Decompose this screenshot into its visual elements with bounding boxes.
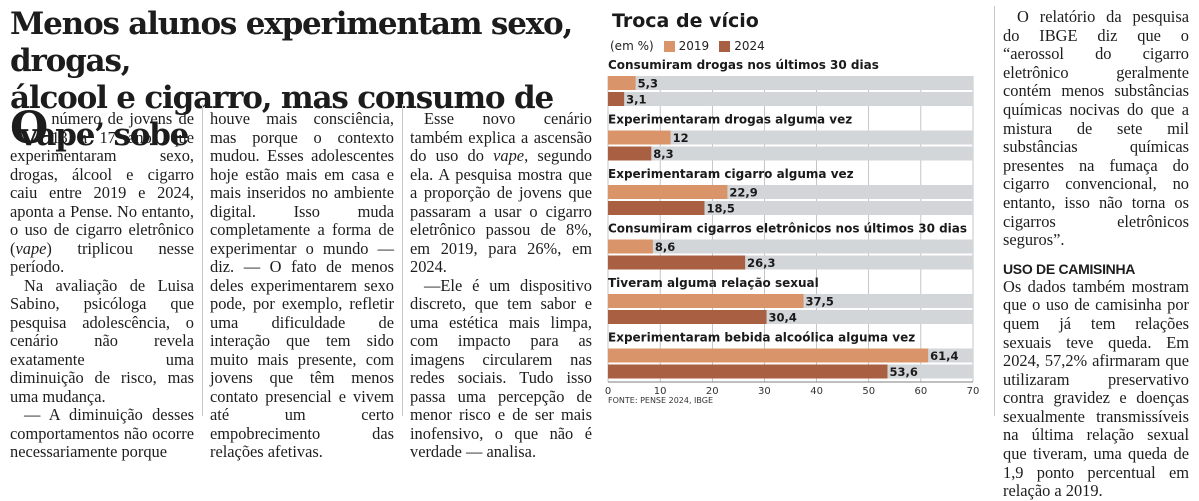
column-rule	[402, 104, 403, 416]
data-label: 8,6	[655, 240, 675, 254]
data-label: 37,5	[806, 295, 834, 309]
legend-label-2024: 2024	[734, 39, 765, 53]
column-rule	[202, 104, 203, 416]
article-paragraph: houve mais consciência, mas porque o con…	[210, 109, 394, 461]
bar-2019	[608, 239, 653, 254]
chart-legend: (em %) 2019 2024	[610, 39, 765, 53]
sidebar-paragraph: Os dados também mostram que o uso de cam…	[1003, 276, 1189, 501]
sidebar-column: O relatório da pesquisa do IBGE diz que …	[1003, 7, 1189, 501]
article-paragraph: —Ele é um dispositivo discreto, que tem …	[410, 275, 592, 461]
bar-track	[608, 239, 973, 254]
data-label: 26,3	[747, 256, 775, 270]
bar-track	[608, 130, 973, 145]
x-tick-label: 40	[810, 386, 823, 397]
legend-swatch-2019	[663, 40, 675, 52]
data-label: 22,9	[729, 186, 757, 200]
bar-2019	[608, 294, 804, 308]
bar-2019	[608, 348, 929, 363]
bar-2019	[608, 130, 671, 145]
sidebar-heading: USO DE CAMISINHA	[1003, 260, 1136, 277]
bar-2024	[608, 146, 652, 161]
unit-label: (em %)	[610, 39, 654, 53]
bar-2024	[608, 92, 625, 106]
category-label: Experimentaram cigarro alguma vez	[608, 167, 854, 181]
legend-label-2019: 2019	[678, 39, 710, 53]
x-tick-label: 30	[758, 386, 771, 397]
chart-source: FONTE: PENSE 2024, IBGE	[608, 396, 714, 405]
bar-chart: Consumiram drogas nos últimos 30 dias 5,3…	[605, 58, 980, 397]
bar-2024	[608, 364, 888, 379]
x-tick-label: 0	[605, 386, 611, 397]
category-label: Experimentaram bebida alcoólica alguma v…	[608, 331, 915, 345]
drop-cap: O	[10, 103, 49, 154]
article-column-2: houve mais consciência, mas porque o con…	[210, 109, 394, 462]
x-tick-label: 50	[862, 386, 875, 397]
data-label: 30,4	[769, 311, 797, 325]
bar-2024	[608, 310, 767, 324]
bar-2019	[608, 185, 728, 199]
category-label: Experimentaram drogas alguma vez	[608, 113, 852, 127]
sidebar-paragraph: O relatório da pesquisa do IBGE diz que …	[1003, 7, 1189, 250]
category-label: Consumiram drogas nos últimos 30 dias	[608, 58, 879, 72]
headline-line-2: álcool e cigarro, mas consumo de ‘vape’ …	[10, 80, 554, 153]
category-label: Consumiram cigarros eletrônicos nos últi…	[608, 222, 967, 236]
bar-2024	[608, 255, 746, 270]
sidebar-rule	[994, 6, 995, 416]
bar-track	[608, 92, 973, 106]
data-label: 5,3	[638, 77, 658, 91]
bar-track	[608, 76, 973, 90]
data-label: 12	[673, 131, 689, 145]
data-label: 3,1	[626, 93, 646, 107]
article-column-3: Esse novo cenário também explica a ascen…	[410, 109, 592, 462]
x-tick-label: 20	[706, 386, 719, 397]
article-text: número de jovens de 13 a 17 anos que exp…	[10, 109, 194, 276]
article-paragraph: Na avaliação de Luisa Sabino, psicóloga …	[10, 275, 194, 406]
bar-2024	[608, 201, 705, 215]
headline: Menos alunos experimentam sexo, drogas, …	[10, 6, 595, 154]
x-tick-label: 60	[914, 386, 927, 397]
category-label: Tiveram alguma relação sexual	[608, 276, 819, 290]
data-label: 61,4	[930, 349, 958, 363]
chart-title: Troca de vício	[612, 10, 759, 32]
x-tick-label: 70	[967, 386, 980, 397]
x-tick-label: 10	[654, 386, 667, 397]
article-paragraph: — A diminuição desses comportamentos não…	[10, 405, 194, 461]
article-paragraph: Esse novo cenário também explica a ascen…	[410, 109, 592, 276]
data-label: 8,3	[653, 147, 673, 161]
data-label: 18,5	[706, 202, 734, 216]
data-label: 53,6	[889, 365, 917, 379]
legend-swatch-2024	[719, 40, 731, 52]
bar-track	[608, 146, 973, 161]
bar-2019	[608, 76, 636, 90]
headline-line-1: Menos alunos experimentam sexo, drogas,	[10, 6, 573, 79]
